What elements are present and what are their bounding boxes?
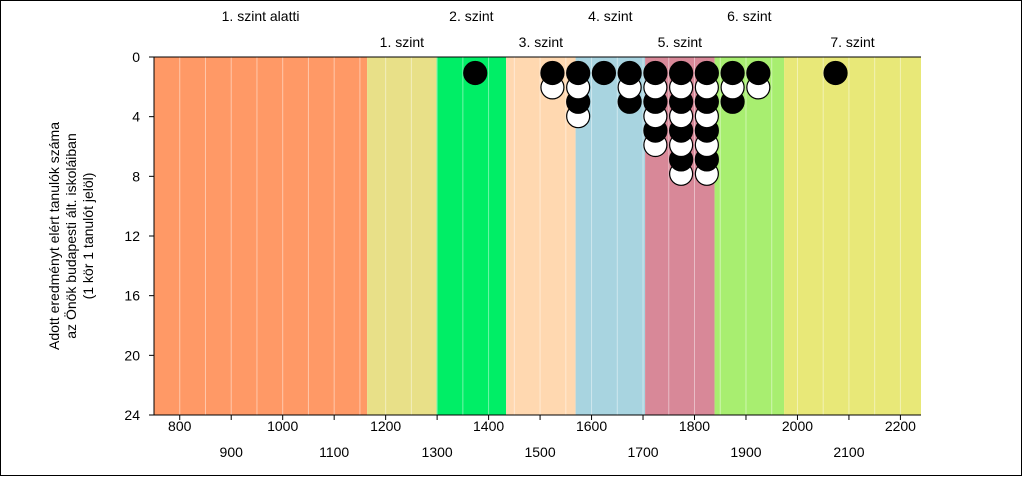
student-dot [746,60,771,86]
x-tick-label: 1800 [679,418,710,434]
student-dot [643,60,668,86]
x-tick-label: 1900 [730,444,761,460]
band-8 [784,57,921,415]
axes [149,56,921,420]
student-dot [823,60,848,86]
student-dot [463,60,488,86]
labels: 1. szint alatti 1. szint 2. szint 3. szint 4… [46,8,916,460]
x-tick-label: 2100 [833,444,864,460]
y-tick-label: 12 [124,228,140,244]
x-tick-label: 1000 [267,418,298,434]
x-tick-label: 800 [168,418,192,434]
student-dot [566,60,591,86]
band-1 [154,57,368,415]
student-dot [669,60,694,86]
student-dot [720,60,745,86]
y-tick-label: 24 [124,407,140,423]
y-axis-title-line: (1 kör 1 tanulót jelöl) [80,173,96,300]
student-dot [617,60,642,86]
y-tick-label: 8 [132,168,140,184]
y-tick-label: 0 [132,49,140,65]
band-label-5: 4. szint [588,8,632,24]
band-label-3: 2. szint [449,8,493,24]
x-tick-label: 1100 [319,444,349,460]
student-dot [591,60,617,86]
data-dots [463,60,848,186]
band-label-7: 6. szint [727,8,771,24]
y-axis-title: Adott eredményt elért tanulók számaaz Ön… [46,122,96,350]
vertical-gridlines [179,57,901,415]
x-tick-label: 1600 [576,418,607,434]
x-tick-label: 1300 [422,444,453,460]
x-tick-label: 2000 [782,418,813,434]
y-tick-label: 20 [124,347,140,363]
band-2 [367,57,437,415]
band-3 [436,57,507,415]
x-tick-label: 900 [220,444,244,460]
y-axis-title-line: az Önök budapesti ált. iskoláiban [62,133,79,338]
y-axis-title-line: Adott eredményt elért tanulók száma [46,122,62,350]
band-label-4: 3. szint [519,34,563,50]
band-4 [506,57,576,415]
y-tick-label: 16 [124,288,140,304]
x-tick-label: 1400 [473,418,504,434]
level-bands [154,57,921,415]
y-tick-label: 4 [132,109,140,125]
x-tick-label: 1200 [370,418,401,434]
x-tick-label: 1700 [627,444,658,460]
student-dot [540,60,565,86]
x-tick-label: 1500 [524,444,555,460]
band-label-2: 1. szint [380,34,424,50]
band-label-8: 7. szint [830,34,874,50]
band-label-6: 5. szint [658,34,702,50]
student-dot [694,60,719,86]
band-7 [714,57,785,415]
x-tick-label: 2200 [885,418,916,434]
band-label-1: 1. szint alatti [222,8,300,24]
